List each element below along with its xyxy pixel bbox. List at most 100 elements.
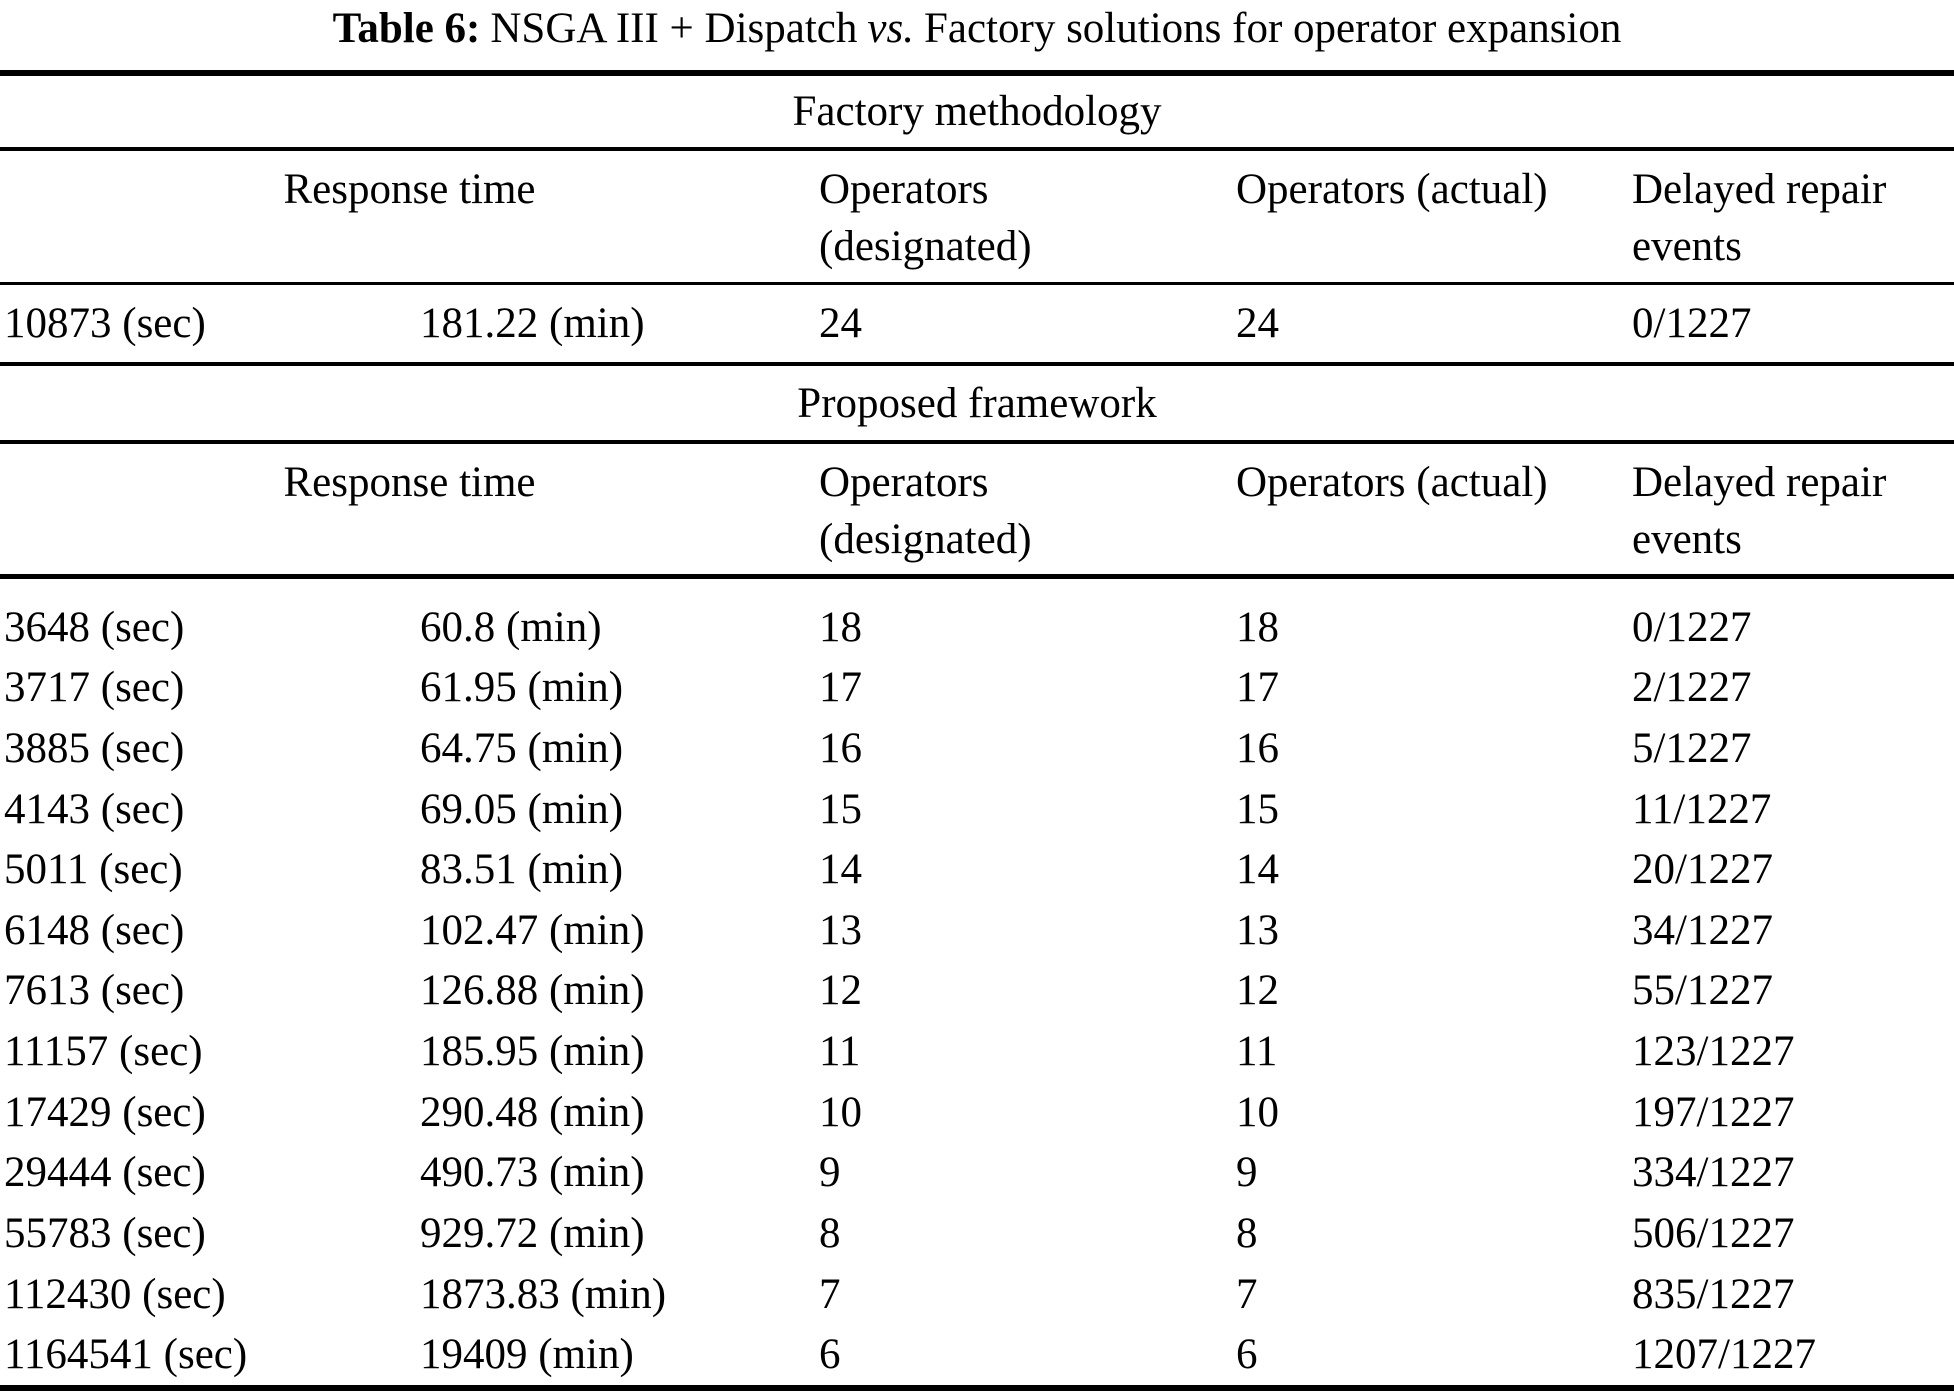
table-row: 6148 (sec) 102.47 (min) 13 13 34/1227 — [0, 900, 1954, 961]
cell-response-min: 60.8 (min) — [420, 603, 602, 651]
cell-operators-designated: 6 — [819, 1331, 841, 1379]
header-operators-actual: Operators (actual) — [1236, 459, 1548, 506]
cell-response-min: 83.51 (min) — [420, 846, 624, 894]
cell-response-sec: 1164541 (sec) — [4, 1331, 248, 1379]
cell-response-min: 185.95 (min) — [420, 1028, 645, 1076]
cell-operators-designated: 9 — [819, 1149, 841, 1197]
cell-delayed-repair-events: 835/1227 — [1632, 1270, 1795, 1318]
cell-response-min: 1873.83 (min) — [420, 1270, 667, 1318]
section-title-proposed-label: Proposed framework — [797, 379, 1157, 427]
cell-response-min: 64.75 (min) — [420, 725, 624, 773]
cell-operators-designated: 14 — [819, 846, 862, 894]
table-caption-number: Table 6: — [332, 5, 481, 52]
cell-response-min: 181.22 (min) — [420, 300, 645, 347]
cell-response-sec: 11157 (sec) — [4, 1028, 203, 1076]
cell-response-sec: 112430 (sec) — [4, 1270, 226, 1318]
cell-response-min: 69.05 (min) — [420, 785, 624, 833]
cell-response-sec: 5011 (sec) — [4, 846, 183, 894]
cell-operators-actual: 18 — [1236, 603, 1279, 651]
table-row: 5011 (sec) 83.51 (min) 14 14 20/1227 — [0, 839, 1954, 900]
bottom-rule — [0, 1385, 1954, 1391]
cell-delayed-repair-events: 0/1227 — [1632, 300, 1752, 347]
table-row: 10873 (sec) 181.22 (min) 24 24 0/1227 — [0, 285, 1954, 362]
cell-operators-designated: 18 — [819, 603, 862, 651]
cell-operators-designated: 10 — [819, 1088, 862, 1136]
table-row: 3648 (sec) 60.8 (min) 18 18 0/1227 — [0, 597, 1954, 658]
cell-response-sec: 17429 (sec) — [4, 1088, 206, 1136]
table-row: 17429 (sec) 290.48 (min) 10 10 197/1227 — [0, 1082, 1954, 1143]
cell-delayed-repair-events: 0/1227 — [1632, 603, 1752, 651]
cell-response-sec: 55783 (sec) — [4, 1209, 206, 1257]
cell-delayed-repair-events: 34/1227 — [1632, 906, 1773, 954]
table-row: 29444 (sec) 490.73 (min) 9 9 334/1227 — [0, 1142, 1954, 1203]
cell-operators-designated: 16 — [819, 725, 862, 773]
cell-response-sec: 6148 (sec) — [4, 906, 185, 954]
cell-operators-actual: 17 — [1236, 664, 1279, 712]
factory-rows: 10873 (sec) 181.22 (min) 24 24 0/1227 — [0, 285, 1954, 362]
cell-response-sec: 3648 (sec) — [4, 603, 185, 651]
cell-response-sec: 29444 (sec) — [4, 1149, 206, 1197]
header-delayed-repair: Delayed repair events — [1632, 166, 1887, 270]
table-row: 112430 (sec) 1873.83 (min) 7 7 835/1227 — [0, 1264, 1954, 1325]
cell-response-min: 19409 (min) — [420, 1331, 634, 1379]
header-delayed-repair: Delayed repair events — [1632, 459, 1887, 563]
cell-delayed-repair-events: 5/1227 — [1632, 725, 1752, 773]
section-title-factory-label: Factory methodology — [792, 88, 1162, 135]
cell-operators-designated: 17 — [819, 664, 862, 712]
table-row: 1164541 (sec) 19409 (min) 6 6 1207/1227 — [0, 1324, 1954, 1385]
cell-operators-actual: 16 — [1236, 725, 1279, 773]
table-row: 4143 (sec) 69.05 (min) 15 15 11/1227 — [0, 779, 1954, 840]
cell-delayed-repair-events: 20/1227 — [1632, 846, 1773, 894]
cell-operators-actual: 9 — [1236, 1149, 1258, 1197]
rule-below-proposed-title — [0, 440, 1954, 444]
table-row: 3717 (sec) 61.95 (min) 17 17 2/1227 — [0, 658, 1954, 719]
cell-operators-actual: 15 — [1236, 785, 1279, 833]
cell-operators-actual: 7 — [1236, 1270, 1258, 1318]
table-caption-text-post: Factory solutions for operator expansion — [923, 5, 1622, 52]
cell-delayed-repair-events: 123/1227 — [1632, 1028, 1795, 1076]
header-operators-actual: Operators (actual) — [1236, 166, 1548, 213]
section-title-factory: Factory methodology — [0, 76, 1954, 147]
cell-delayed-repair-events: 55/1227 — [1632, 967, 1773, 1015]
cell-delayed-repair-events: 197/1227 — [1632, 1088, 1795, 1136]
header-response-time: Response time — [283, 459, 536, 506]
cell-operators-actual: 6 — [1236, 1331, 1258, 1379]
cell-operators-designated: 15 — [819, 785, 862, 833]
cell-delayed-repair-events: 334/1227 — [1632, 1149, 1795, 1197]
table-caption: Table 6: NSGA III + Dispatch vs. Factory… — [0, 0, 1954, 70]
cell-response-min: 290.48 (min) — [420, 1088, 645, 1136]
table-caption-text-pre: NSGA III + Dispatch — [490, 5, 858, 52]
rule-below-proposed-header — [0, 574, 1954, 579]
cell-response-sec: 3717 (sec) — [4, 664, 185, 712]
cell-response-min: 61.95 (min) — [420, 664, 624, 712]
cell-response-sec: 7613 (sec) — [4, 967, 185, 1015]
cell-operators-designated: 7 — [819, 1270, 841, 1318]
cell-operators-actual: 13 — [1236, 906, 1279, 954]
header-row-proposed: Response time Operators (designated) Ope… — [0, 444, 1954, 574]
cell-operators-actual: 14 — [1236, 846, 1279, 894]
header-operators-designated: Operators (designated) — [819, 166, 1032, 270]
cell-operators-actual: 24 — [1236, 300, 1279, 347]
table-caption-vs: vs. — [867, 5, 914, 52]
header-response-time: Response time — [283, 166, 536, 213]
proposed-rows: 3648 (sec) 60.8 (min) 18 18 0/1227 3717 … — [0, 579, 1954, 1385]
cell-operators-designated: 13 — [819, 906, 862, 954]
section-title-proposed: Proposed framework — [0, 366, 1954, 440]
cell-response-min: 490.73 (min) — [420, 1149, 645, 1197]
cell-delayed-repair-events: 2/1227 — [1632, 664, 1752, 712]
top-rule — [0, 70, 1954, 76]
cell-response-min: 929.72 (min) — [420, 1209, 645, 1257]
table-row: 11157 (sec) 185.95 (min) 11 11 123/1227 — [0, 1021, 1954, 1082]
table-row: 3885 (sec) 64.75 (min) 16 16 5/1227 — [0, 718, 1954, 779]
cell-response-min: 126.88 (min) — [420, 967, 645, 1015]
table-row: 7613 (sec) 126.88 (min) 12 12 55/1227 — [0, 961, 1954, 1022]
cell-operators-actual: 8 — [1236, 1209, 1258, 1257]
header-row-factory: Response time Operators (designated) Ope… — [0, 151, 1954, 282]
cell-response-min: 102.47 (min) — [420, 906, 645, 954]
rule-below-factory-title — [0, 147, 1954, 151]
cell-operators-actual: 11 — [1236, 1028, 1278, 1076]
cell-response-sec: 3885 (sec) — [4, 725, 185, 773]
header-operators-designated: Operators (designated) — [819, 459, 1032, 563]
cell-response-sec: 10873 (sec) — [4, 300, 206, 347]
rule-below-factory-data — [0, 362, 1954, 366]
